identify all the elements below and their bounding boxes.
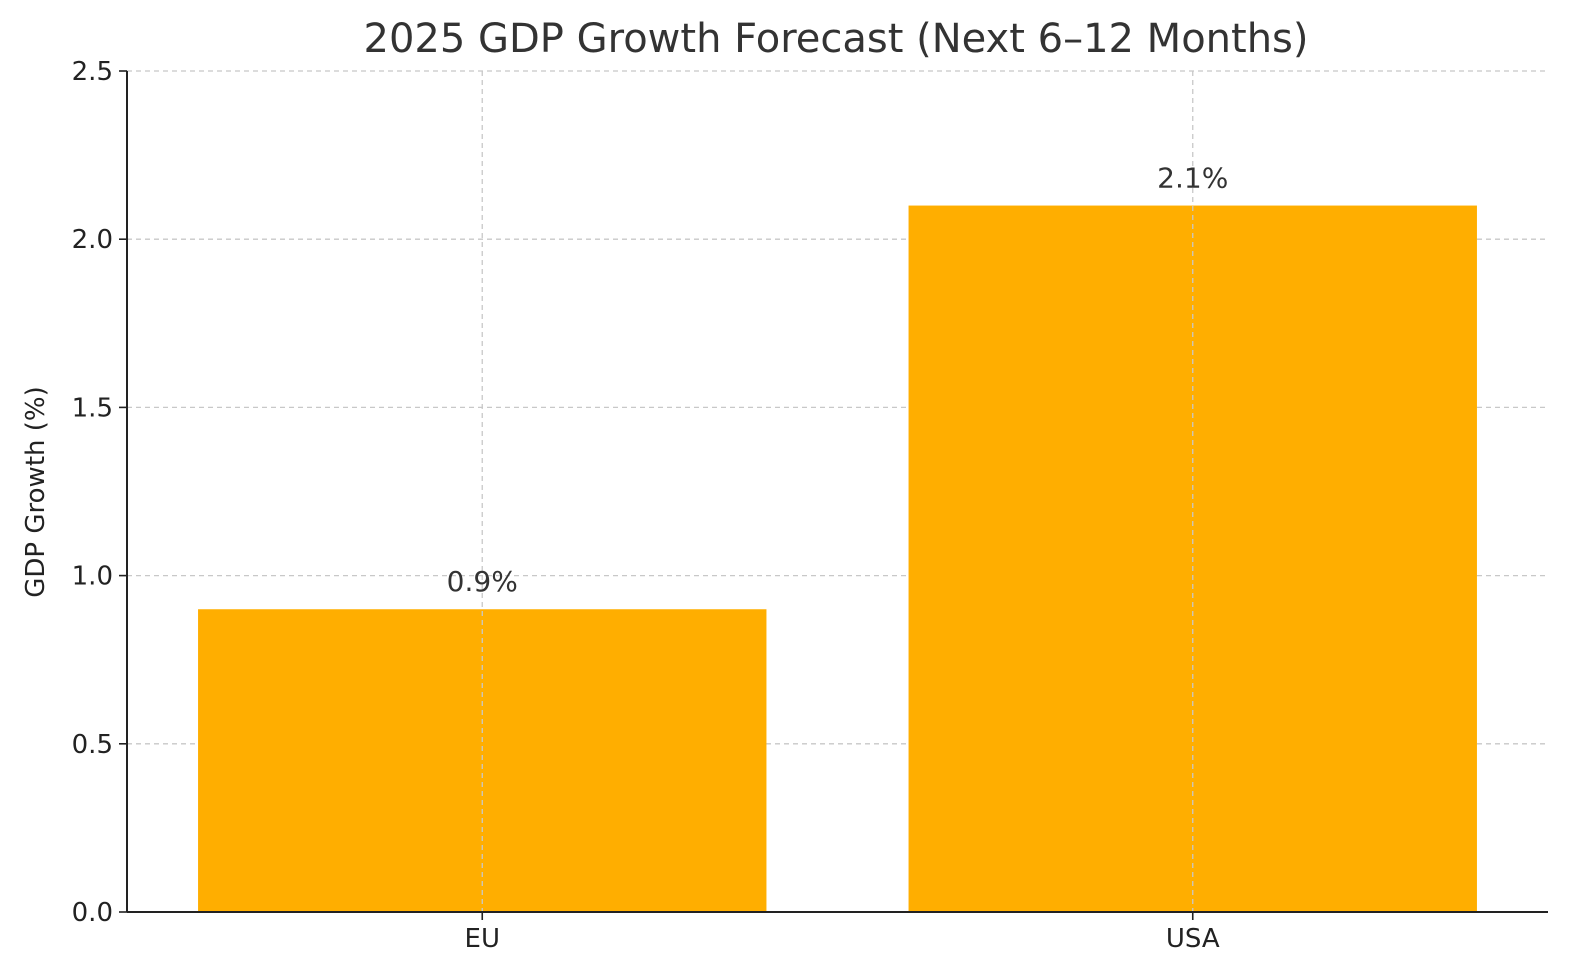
y-tick-label: 0.5 xyxy=(72,730,113,760)
y-axis-label: GDP Growth (%) xyxy=(21,386,51,597)
x-tick-label: USA xyxy=(1166,924,1220,954)
chart-title: 2025 GDP Growth Forecast (Next 6–12 Mont… xyxy=(364,16,1309,62)
value-labels: 0.9% 2.1% xyxy=(447,162,1229,599)
axes xyxy=(119,70,1548,920)
y-tick-label: 0.0 xyxy=(72,898,113,928)
value-label-usa: 2.1% xyxy=(1157,162,1228,195)
y-tick-label: 2.0 xyxy=(72,225,113,255)
tick-labels: 0.0 0.5 1.0 1.5 2.0 2.5 EU USA xyxy=(72,57,1220,954)
y-tick-label: 1.0 xyxy=(72,562,113,592)
value-label-eu: 0.9% xyxy=(447,565,518,598)
bars xyxy=(198,205,1477,912)
y-tick-label: 1.5 xyxy=(72,393,113,423)
x-tick-label: EU xyxy=(465,924,500,954)
y-tick-label: 2.5 xyxy=(72,57,113,87)
